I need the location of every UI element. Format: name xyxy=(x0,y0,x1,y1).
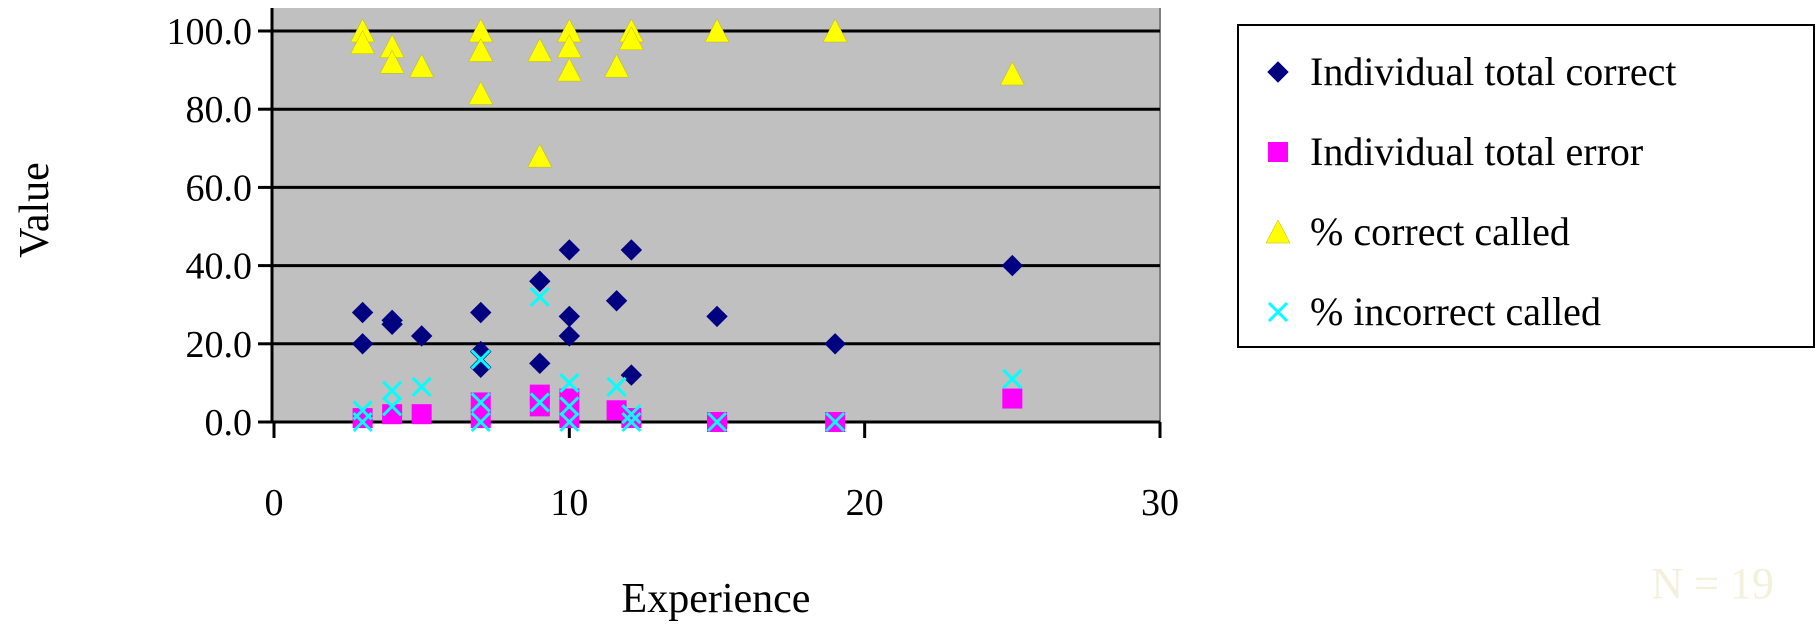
data-point-x xyxy=(382,380,403,401)
data-point-diamond xyxy=(824,333,846,355)
legend-items: Individual total correct Individual total… xyxy=(1265,49,1677,334)
data-point-square xyxy=(621,408,642,429)
data-point-triangle xyxy=(527,143,553,168)
data-point-triangle xyxy=(409,53,435,78)
series-x xyxy=(352,286,1023,433)
y-tick-label: 80.0 xyxy=(186,89,253,131)
legend-label: Individual total error xyxy=(1310,129,1643,174)
y-tick-label: 40.0 xyxy=(186,246,253,288)
data-point-diamond xyxy=(558,239,581,261)
data-point-square xyxy=(411,404,432,425)
data-point-triangle xyxy=(704,18,730,43)
series-diamond xyxy=(351,239,1024,386)
data-point-square xyxy=(529,396,550,417)
data-points xyxy=(350,18,1025,433)
data-point-square xyxy=(559,408,580,429)
data-point-triangle xyxy=(822,18,848,43)
data-point-triangle xyxy=(527,38,553,62)
x-axis-title: Experience xyxy=(622,576,811,622)
data-point-x xyxy=(559,396,580,417)
data-point-x xyxy=(411,376,432,397)
y-tick-label: 100.0 xyxy=(167,11,253,53)
data-point-diamond xyxy=(470,356,492,378)
data-point-diamond xyxy=(558,325,581,347)
data-point-x xyxy=(470,392,491,413)
data-point-triangle xyxy=(468,38,494,62)
data-point-diamond xyxy=(470,301,492,324)
data-point-x xyxy=(621,411,642,433)
data-point-diamond xyxy=(706,305,728,328)
y-tick-label: 20.0 xyxy=(186,324,253,366)
y-tick-label: 60.0 xyxy=(186,167,253,209)
series-triangle xyxy=(350,18,1025,168)
data-point-x xyxy=(382,396,403,417)
data-point-diamond xyxy=(620,239,643,261)
data-point-diamond xyxy=(351,333,374,355)
plot-area xyxy=(272,8,1160,422)
x-tick-label: 30 xyxy=(1141,482,1179,524)
x-tick-label: 10 xyxy=(550,482,588,524)
data-point-diamond xyxy=(529,270,551,292)
data-point-triangle xyxy=(379,49,405,74)
data-point-diamond xyxy=(381,313,403,335)
x-tick-label: 20 xyxy=(846,482,884,524)
y-tick-label: 0.0 xyxy=(205,402,253,444)
legend-marker-diamond xyxy=(1267,61,1289,83)
data-point-diamond xyxy=(529,352,551,375)
data-point-triangle xyxy=(556,57,582,82)
data-point-x xyxy=(621,404,642,425)
data-point-triangle xyxy=(350,30,376,54)
data-point-square xyxy=(559,388,580,409)
y-axis-title: Value xyxy=(12,162,58,258)
data-point-diamond xyxy=(605,290,628,312)
x-tick-labels: 0 10 20 30 xyxy=(265,482,1180,524)
legend-label: % correct called xyxy=(1310,209,1570,254)
data-point-diamond xyxy=(1001,254,1024,277)
data-point-square xyxy=(352,408,373,429)
data-point-triangle xyxy=(604,53,629,78)
legend-label: % incorrect called xyxy=(1310,289,1601,334)
data-point-x xyxy=(529,286,550,307)
legend-marker-triangle xyxy=(1265,219,1291,244)
legend: Individual total correct Individual total… xyxy=(1237,24,1815,348)
data-point-triangle xyxy=(999,61,1025,86)
data-point-x xyxy=(825,411,846,433)
data-point-square xyxy=(1002,388,1023,409)
x-tick-label: 0 xyxy=(265,482,284,524)
legend-marker-square xyxy=(1268,142,1288,162)
data-point-x xyxy=(1002,368,1023,390)
data-point-diamond xyxy=(620,364,643,386)
data-point-square xyxy=(382,404,403,425)
y-tick-labels: 0.0 20.0 40.0 60.0 80.0 100.0 xyxy=(167,11,253,444)
legend-label: Individual total correct xyxy=(1310,49,1677,94)
data-point-x xyxy=(706,411,728,433)
data-point-triangle xyxy=(468,81,494,105)
data-point-square xyxy=(470,408,491,429)
data-point-x xyxy=(559,372,580,393)
legend-marker-x xyxy=(1267,301,1289,323)
data-point-x xyxy=(470,349,491,370)
sample-size-note: N = 19 xyxy=(1651,559,1774,608)
data-point-diamond xyxy=(351,301,374,324)
legend-box xyxy=(1237,24,1815,348)
data-point-x xyxy=(559,411,580,433)
data-point-x xyxy=(529,392,550,413)
data-point-x xyxy=(352,411,373,433)
data-point-triangle xyxy=(618,26,644,51)
data-point-diamond xyxy=(410,325,433,347)
data-point-x xyxy=(606,376,627,397)
data-point-x xyxy=(470,411,491,433)
